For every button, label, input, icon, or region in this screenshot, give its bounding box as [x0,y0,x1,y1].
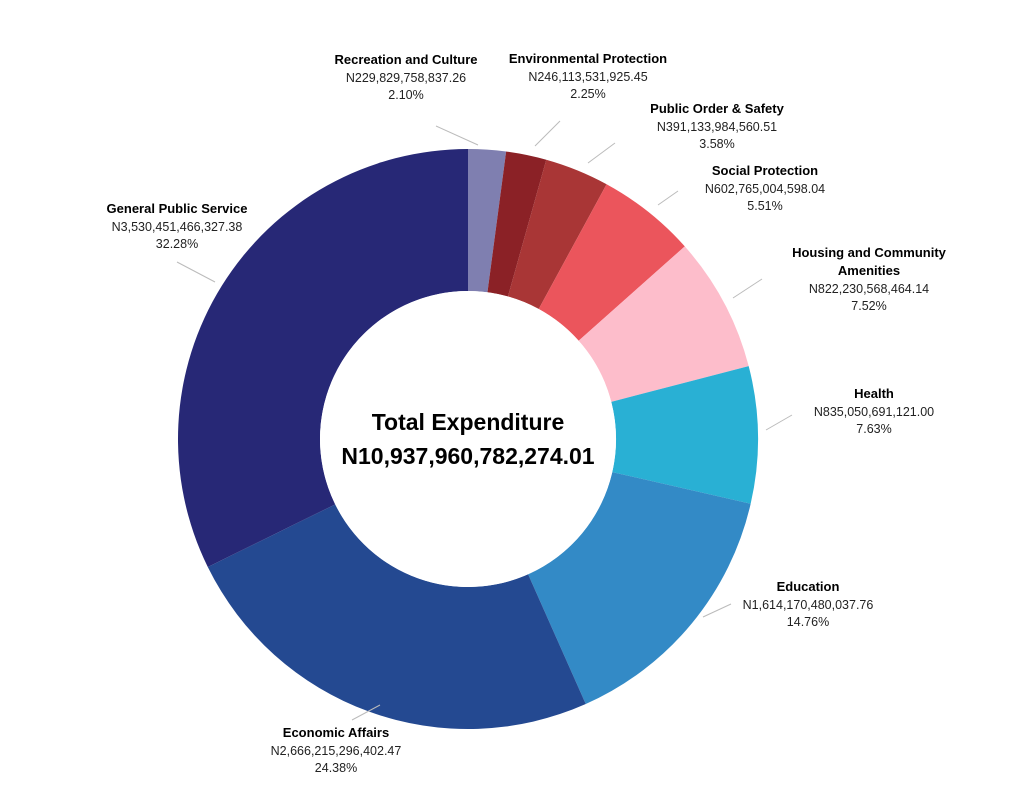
slice-environmental-protection [487,151,547,297]
leader-line-housing-and-community-amenities [732,278,763,299]
slice-percent-label: 24.38% [315,761,357,775]
slice-amount-label: N822,230,568,464.14 [809,282,929,296]
slice-education [528,472,751,705]
slice-percent-label: 2.10% [388,88,423,102]
slice-economic-affairs [207,504,586,729]
slice-percent-label: 3.58% [699,137,734,151]
slice-amount-label: N229,829,758,837.26 [346,71,466,85]
label-general-public-service: General Public Service N3,530,451,466,327… [107,201,248,251]
slice-name-label: Recreation and Culture [334,52,477,67]
slice-amount-label: N835,050,691,121.00 [814,405,934,419]
leader-line-education [702,603,732,618]
label-public-order-and-safety: Public Order & Safety N391,133,984,560.51… [650,101,784,151]
slice-amount-label: N2,666,215,296,402.47 [271,744,402,758]
slice-housing-and-community-amenities [578,246,749,402]
leader-line-economic-affairs [351,704,381,721]
slice-recreation-and-culture [468,149,507,293]
center-value: N10,937,960,782,274.01 [341,443,594,469]
donut-hole [320,291,616,587]
leader-line-recreation-and-culture [435,125,479,146]
leader-line-social-protection [657,190,679,206]
leader-line-environmental-protection [534,120,561,147]
slice-percent-label: 7.52% [851,299,886,313]
slice-percent-label: 2.25% [570,87,605,101]
slice-percent-label: 32.28% [156,237,198,251]
label-recreation-and-culture: Recreation and Culture N229,829,758,837.2… [334,52,477,102]
slice-amount-label: N602,765,004,598.04 [705,182,825,196]
label-health: Health N835,050,691,121.00 7.63% [814,386,934,436]
label-housing-and-community-amenities: Housing and Community Amenities N822,230,5… [792,245,947,313]
leader-line-health [765,414,793,431]
label-economic-affairs: Economic Affairs N2,666,215,296,402.47 24.… [271,725,402,775]
slice-amount-label: N3,530,451,466,327.38 [112,220,243,234]
slice-amount-label: N246,113,531,925.45 [528,70,647,84]
slice-general-public-service [177,149,468,568]
slice-amount-label: N391,133,984,560.51 [657,120,777,134]
slice-name-label: Education [777,579,840,594]
slice-labels: Recreation and Culture N229,829,758,837.2… [107,51,947,775]
slice-name-label: Housing and Community [792,245,947,260]
slice-name-label: Social Protection [712,163,818,178]
label-social-protection: Social Protection N602,765,004,598.04 5.51… [705,163,825,213]
slice-name-label: Health [854,386,894,401]
slice-social-protection [538,184,685,341]
slice-public-order-and-safety [507,159,607,309]
slice-name-label: Environmental Protection [509,51,667,66]
donut-slices [177,149,758,729]
label-environmental-protection: Environmental Protection N246,113,531,925… [509,51,667,101]
label-education: Education N1,614,170,480,037.76 14.76% [743,579,874,629]
slice-name-label: General Public Service [107,201,248,216]
leader-line-public-order-and-safety [587,142,616,164]
slice-name-label: Economic Affairs [283,725,389,740]
slice-percent-label: 7.63% [856,422,891,436]
leader-lines [176,120,793,721]
slice-percent-label: 5.51% [747,199,782,213]
center-title: Total Expenditure [372,409,565,435]
leader-line-general-public-service [176,261,216,283]
slice-name-label: Public Order & Safety [650,101,784,116]
slice-percent-label: 14.76% [787,615,829,629]
slice-name-label: Amenities [838,263,900,278]
slice-amount-label: N1,614,170,480,037.76 [743,598,874,612]
slice-health [611,366,758,504]
